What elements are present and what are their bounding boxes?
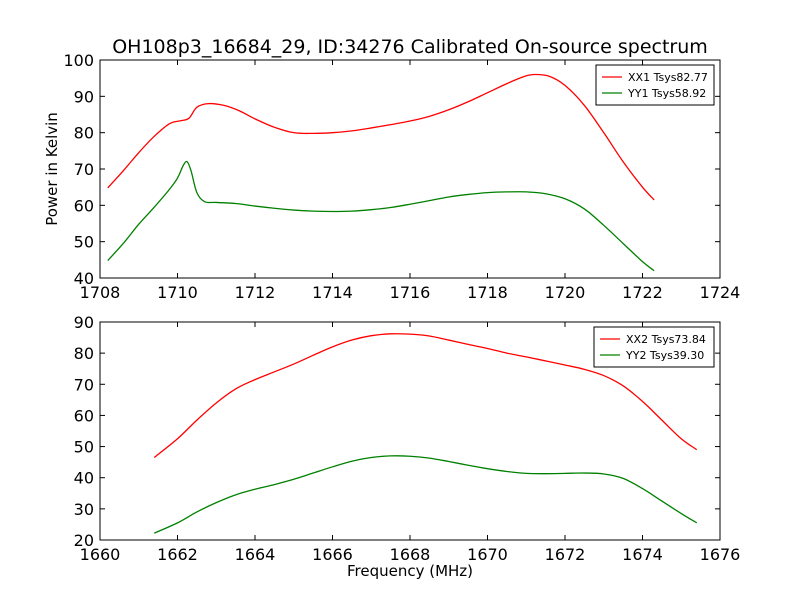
x-tick-label: 1720: [545, 283, 586, 302]
y-tick-label: 40: [74, 469, 94, 488]
series-line-2-2: [153, 455, 698, 534]
x-axis-label: Frequency (MHz): [347, 562, 473, 580]
x-tick-label: 1674: [622, 545, 663, 564]
y-tick-label: 60: [74, 406, 94, 425]
series-line-2-1: [153, 333, 698, 458]
x-tick-label: 1724: [700, 283, 741, 302]
legend-label: XX1 Tsys82.77: [628, 71, 708, 84]
x-tick-label: 1718: [467, 283, 508, 302]
legend-label: YY1 Tsys58.92: [627, 87, 706, 100]
x-tick-label: 1716: [390, 283, 431, 302]
y-tick-label: 100: [63, 51, 94, 70]
x-tick-label: 1670: [467, 545, 508, 564]
y-tick-label: 40: [74, 269, 94, 288]
y-tick-label: 60: [74, 196, 94, 215]
bottom-plot: 1660 1662 1664 1666 1668 1670 1672 1674 1676 20 30…: [74, 313, 741, 564]
y-tick-label: 20: [74, 531, 94, 550]
x-tick-label: 1660: [80, 545, 121, 564]
y-tick-label: 30: [74, 500, 94, 519]
x-tick-label: 1708: [80, 283, 121, 302]
y-axis-label: Power in Kelvin: [43, 112, 61, 226]
chart-title: OH108p3_16684_29, ID:34276 Calibrated On…: [112, 36, 708, 58]
x-tick-label: 1664: [235, 545, 276, 564]
y-tick-label: 50: [74, 233, 94, 252]
legend: XX1 Tsys82.77 YY1 Tsys58.92: [595, 64, 715, 106]
x-tick-label: 1710: [157, 283, 198, 302]
x-tick-label: 1668: [390, 545, 431, 564]
legend: XX2 Tsys73.84 YY2 Tsys39.30: [593, 326, 715, 368]
x-tick-label: 1672: [545, 545, 586, 564]
series-line-1-2: [107, 160, 655, 272]
x-tick-label: 1722: [622, 283, 663, 302]
y-tick-label: 50: [74, 438, 94, 457]
x-tick-label: 1662: [157, 545, 198, 564]
x-tick-label: 1712: [235, 283, 276, 302]
x-tick-label: 1714: [312, 283, 353, 302]
y-tick-label: 80: [74, 124, 94, 143]
series-line-1-1: [107, 73, 655, 201]
top-plot: 1708 1710 1712 1714 1716 1718 1720 1722 1724 40 50…: [63, 51, 740, 302]
y-tick-label: 70: [74, 160, 94, 179]
x-tick-label: 1666: [312, 545, 353, 564]
legend-box: [593, 326, 715, 368]
y-tick-label: 90: [74, 313, 94, 332]
legend-label: YY2 Tsys39.30: [625, 349, 704, 362]
y-tick-label: 70: [74, 375, 94, 394]
legend-box: [595, 64, 715, 106]
legend-label: XX2 Tsys73.84: [626, 333, 706, 346]
y-tick-label: 80: [74, 344, 94, 363]
x-tick-label: 1676: [700, 545, 741, 564]
y-tick-label: 90: [74, 87, 94, 106]
